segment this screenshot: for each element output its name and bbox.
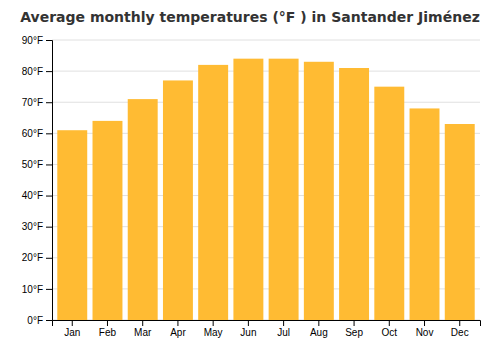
y-tick-label: 60°F (22, 128, 43, 139)
y-tick-mark (46, 196, 52, 197)
y-tick-mark (46, 289, 52, 290)
x-tick-mark (72, 320, 73, 326)
x-tick-mark (248, 320, 249, 326)
x-tick: Jul (277, 320, 290, 338)
bar (233, 59, 263, 320)
x-tick: Mar (134, 320, 152, 338)
bar (163, 80, 193, 320)
y-tick-mark (46, 40, 52, 41)
x-tick: Jun (240, 320, 256, 338)
bar (445, 124, 475, 320)
x-tick-mark (459, 320, 460, 326)
x-tick-label: May (204, 327, 223, 338)
y-tick: 50°F (22, 159, 52, 170)
x-tick-mark (107, 320, 108, 326)
y-tick: 40°F (22, 190, 52, 201)
x-tick: May (204, 320, 223, 338)
bar (198, 65, 228, 320)
y-tick: 80°F (22, 66, 52, 77)
y-tick: 60°F (22, 128, 52, 139)
bars (57, 59, 474, 320)
x-tick-label: Mar (134, 327, 152, 338)
x-tick-label: Sep (345, 327, 363, 338)
y-tick-mark (46, 320, 52, 321)
x-tick-label: Aug (310, 327, 328, 338)
y-tick-label: 50°F (22, 159, 43, 170)
x-tick-mark (424, 320, 425, 326)
y-tick-mark (46, 102, 52, 103)
x-tick-mark (213, 320, 214, 326)
y-tick-label: 40°F (22, 190, 43, 201)
y-axis-line (46, 41, 53, 321)
grid-line (52, 102, 480, 103)
x-tick-label: Jul (277, 327, 290, 338)
y-tick: 20°F (22, 252, 52, 263)
chart: Jan Feb Mar Apr May Jun Jul Aug Sep Oct Nov Dec 0°F 1… (0, 0, 500, 350)
bar (269, 59, 299, 320)
x-tick-label: Dec (451, 327, 469, 338)
bar (374, 87, 404, 320)
grid-line (52, 71, 480, 72)
grid (52, 40, 480, 320)
x-tick-label: Jun (240, 327, 256, 338)
x-tick-mark (142, 320, 143, 326)
y-tick-mark (46, 71, 52, 72)
y-tick: 10°F (22, 284, 52, 295)
y-tick-label: 20°F (22, 252, 43, 263)
y-tick-label: 10°F (22, 284, 43, 295)
x-tick: Dec (451, 320, 469, 338)
x-tick: Jan (64, 320, 80, 338)
y-tick-label: 0°F (27, 315, 43, 326)
x-tick: Oct (382, 320, 398, 338)
y-axis: 0°F 10°F 20°F 30°F 40°F 50°F 60°F 70°F 80°F 90°F (22, 35, 53, 326)
y-tick: 0°F (27, 315, 52, 326)
chart-container: Jan Feb Mar Apr May Jun Jul Aug Sep Oct Nov Dec 0°F 1… (0, 0, 500, 350)
grid-line (52, 40, 480, 41)
title: Average monthly temperatures (°F ) in Sa… (20, 9, 480, 25)
y-tick-label: 80°F (22, 66, 43, 77)
y-tick-mark (46, 133, 52, 134)
bar (93, 121, 123, 320)
x-tick-label: Oct (382, 327, 398, 338)
bar (57, 130, 87, 320)
y-tick: 70°F (22, 97, 52, 108)
y-tick-mark (46, 258, 52, 259)
y-tick: 30°F (22, 221, 52, 232)
bar (128, 99, 158, 320)
x-tick-mark (389, 320, 390, 326)
y-tick-label: 70°F (22, 97, 43, 108)
x-tick: Nov (416, 320, 434, 338)
x-tick-label: Jan (64, 327, 80, 338)
x-tick: Feb (99, 320, 117, 338)
bar (304, 62, 334, 320)
x-tick-label: Apr (170, 327, 186, 338)
y-tick-label: 30°F (22, 221, 43, 232)
x-tick-mark (318, 320, 319, 326)
y-tick: 90°F (22, 35, 52, 46)
x-axis: Jan Feb Mar Apr May Jun Jul Aug Sep Oct Nov Dec (53, 320, 481, 338)
y-tick-label: 90°F (22, 35, 43, 46)
plot: Jan Feb Mar Apr May Jun Jul Aug Sep Oct Nov Dec 0°F 1… (22, 35, 481, 338)
y-tick-mark (46, 227, 52, 228)
x-tick-label: Feb (99, 327, 117, 338)
x-tick: Aug (310, 320, 328, 338)
x-tick-mark (283, 320, 284, 326)
x-axis-line (53, 321, 481, 327)
x-tick-label: Nov (416, 327, 434, 338)
bar (339, 68, 369, 320)
x-tick: Sep (345, 320, 363, 338)
y-tick-mark (46, 164, 52, 165)
x-tick: Apr (170, 320, 186, 338)
x-tick-mark (354, 320, 355, 326)
x-tick-mark (177, 320, 178, 326)
bar (410, 108, 440, 320)
